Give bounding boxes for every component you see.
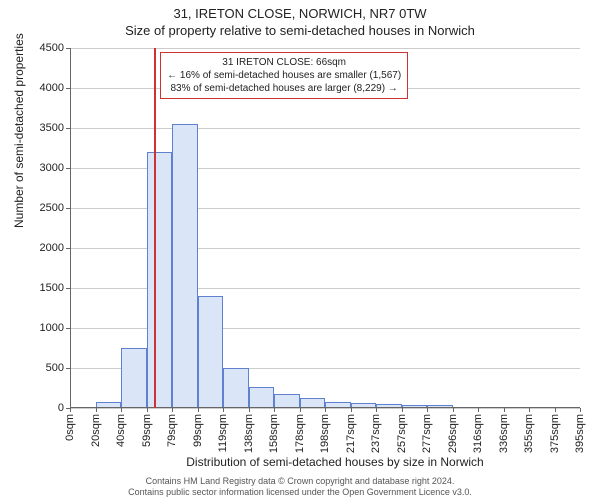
xtick-mark	[580, 408, 581, 412]
xtick-label: 277sqm	[421, 414, 433, 453]
plot-area: 0500100015002000250030003500400045000sqm…	[70, 48, 580, 408]
xtick-mark	[249, 408, 250, 412]
xtick-label: 296sqm	[447, 414, 459, 453]
annotation-line2: ← 16% of semi-detached houses are smalle…	[167, 69, 401, 82]
footer-line2: Contains public sector information licen…	[0, 487, 600, 498]
ytick-label: 1000	[40, 322, 64, 334]
xtick-mark	[300, 408, 301, 412]
xtick-label: 355sqm	[523, 414, 535, 453]
x-axis-label: Distribution of semi-detached houses by …	[35, 455, 600, 469]
histogram-bar	[147, 152, 173, 408]
histogram-bar	[121, 348, 147, 408]
xtick-mark	[70, 408, 71, 412]
annotation-box: 31 IRETON CLOSE: 66sqm← 16% of semi-deta…	[160, 52, 408, 99]
ytick-label: 4000	[40, 82, 64, 94]
xtick-mark	[198, 408, 199, 412]
histogram-bar	[249, 387, 275, 408]
xtick-label: 20sqm	[90, 414, 102, 447]
chart-title-sub: Size of property relative to semi-detach…	[0, 21, 600, 38]
xtick-label: 395sqm	[574, 414, 586, 453]
ytick-label: 0	[58, 402, 64, 414]
xtick-label: 79sqm	[166, 414, 178, 447]
xtick-label: 198sqm	[319, 414, 331, 453]
ytick-label: 4500	[40, 42, 64, 54]
ytick-label: 2000	[40, 242, 64, 254]
grid-line	[70, 48, 580, 49]
xtick-mark	[274, 408, 275, 412]
histogram-bar	[223, 368, 249, 408]
histogram-bar	[198, 296, 224, 408]
ytick-label: 500	[46, 362, 64, 374]
ytick-label: 3000	[40, 162, 64, 174]
xtick-label: 59sqm	[141, 414, 153, 447]
xtick-mark	[223, 408, 224, 412]
xtick-mark	[529, 408, 530, 412]
footer-attribution: Contains HM Land Registry data © Crown c…	[0, 476, 600, 498]
ytick-label: 1500	[40, 282, 64, 294]
annotation-line3: 83% of semi-detached houses are larger (…	[167, 82, 401, 95]
xtick-mark	[351, 408, 352, 412]
xtick-label: 40sqm	[115, 414, 127, 447]
footer-line1: Contains HM Land Registry data © Crown c…	[0, 476, 600, 487]
xtick-mark	[555, 408, 556, 412]
xtick-mark	[402, 408, 403, 412]
chart-container: 31, IRETON CLOSE, NORWICH, NR7 0TW Size …	[0, 0, 600, 500]
xtick-mark	[453, 408, 454, 412]
xtick-label: 375sqm	[549, 414, 561, 453]
xtick-label: 237sqm	[370, 414, 382, 453]
xtick-label: 158sqm	[268, 414, 280, 453]
xtick-mark	[325, 408, 326, 412]
xtick-mark	[121, 408, 122, 412]
chart-title-main: 31, IRETON CLOSE, NORWICH, NR7 0TW	[0, 0, 600, 21]
xtick-label: 336sqm	[498, 414, 510, 453]
ytick-label: 3500	[40, 122, 64, 134]
xtick-mark	[427, 408, 428, 412]
annotation-line1: 31 IRETON CLOSE: 66sqm	[167, 56, 401, 69]
xtick-label: 217sqm	[345, 414, 357, 453]
y-axis-line	[70, 48, 71, 408]
xtick-mark	[376, 408, 377, 412]
xtick-label: 316sqm	[472, 414, 484, 453]
y-axis-label: Number of semi-detached properties	[12, 33, 26, 228]
xtick-mark	[96, 408, 97, 412]
grid-line	[70, 128, 580, 129]
ytick-label: 2500	[40, 202, 64, 214]
reference-line	[154, 48, 156, 408]
xtick-label: 178sqm	[294, 414, 306, 453]
xtick-label: 99sqm	[192, 414, 204, 447]
histogram-bar	[172, 124, 198, 408]
xtick-label: 0sqm	[64, 414, 76, 441]
histogram-bar	[274, 394, 300, 408]
xtick-mark	[478, 408, 479, 412]
xtick-label: 257sqm	[396, 414, 408, 453]
x-axis-line	[70, 407, 580, 408]
xtick-label: 138sqm	[243, 414, 255, 453]
xtick-mark	[147, 408, 148, 412]
xtick-mark	[504, 408, 505, 412]
xtick-mark	[172, 408, 173, 412]
xtick-label: 119sqm	[217, 414, 229, 452]
